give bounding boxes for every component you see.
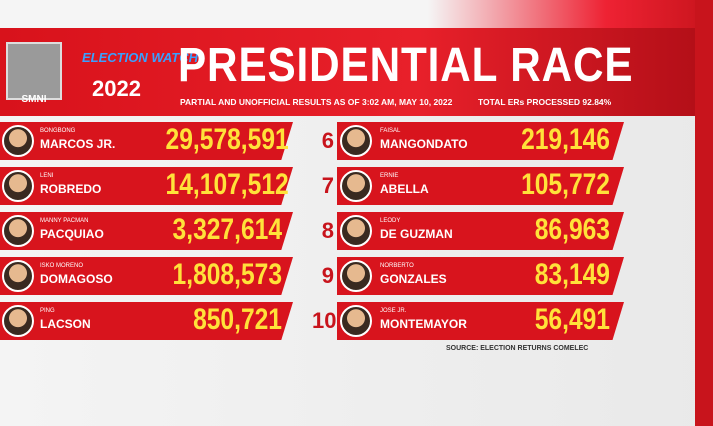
candidate-bar: [337, 122, 624, 160]
source: SOURCE: ELECTION RETURNS COMELEC: [446, 345, 589, 352]
rank: 7: [321, 173, 334, 198]
first-name: LENI: [40, 173, 54, 179]
last-name: MONTEMAYOR: [380, 317, 467, 331]
subtitle: PARTIAL AND UNOFFICIAL RESULTS AS OF 3:0…: [180, 97, 453, 107]
votes: 219,146: [521, 123, 610, 156]
last-name: LACSON: [40, 317, 91, 331]
processed: TOTAL ERs PROCESSED 92.84%: [478, 97, 612, 107]
last-name: DOMAGOSO: [40, 272, 113, 286]
rank: 8: [321, 218, 334, 243]
candidate-bar: [337, 167, 624, 205]
votes: 83,149: [534, 258, 610, 291]
votes: 1,808,573: [172, 258, 282, 291]
last-name: MANGONDATO: [380, 137, 468, 151]
candidate-photo: [2, 215, 34, 247]
candidate-photo: [2, 305, 34, 337]
candidate-bar: [337, 212, 624, 250]
first-name: MANNY PACMAN: [40, 218, 89, 224]
first-name: BONGBONG: [40, 128, 76, 134]
candidate-photo: [340, 125, 372, 157]
candidate-bar: [0, 122, 293, 160]
votes: 56,491: [534, 303, 610, 336]
last-name: MARCOS JR.: [40, 137, 116, 151]
first-name: PING: [40, 308, 55, 314]
rank: 9: [321, 263, 334, 288]
logo: [6, 42, 62, 100]
first-name: LEODY: [380, 218, 401, 224]
candidate-bar: [337, 257, 624, 295]
last-name: GONZALES: [380, 272, 447, 286]
candidate-photo: [340, 305, 372, 337]
last-name: PACQUIAO: [40, 227, 104, 241]
candidate-bar: [337, 302, 624, 340]
first-name: NORBERTO: [380, 263, 414, 269]
title: PRESIDENTIAL RACE: [178, 39, 634, 92]
votes: 105,772: [521, 168, 610, 201]
candidate-photo: [340, 170, 372, 202]
candidate-bar: [0, 212, 293, 250]
first-name: FAISAL: [380, 128, 401, 134]
header-band: [0, 28, 695, 116]
last-name: DE GUZMAN: [380, 227, 453, 241]
badge-year: 2022: [92, 76, 141, 101]
top-strip: [0, 0, 713, 28]
first-name: ISKO MORENO: [40, 263, 84, 269]
rank: 6: [321, 128, 334, 153]
brand: SMNI: [21, 94, 47, 105]
candidate-photo: [2, 170, 34, 202]
candidate-bar: [0, 257, 293, 295]
candidate-bar: [0, 167, 293, 205]
candidate-photo: [2, 125, 34, 157]
frame: [695, 0, 713, 426]
candidate-photo: [340, 215, 372, 247]
votes: 29,578,591: [165, 123, 289, 156]
first-name: JOSE JR.: [380, 308, 407, 314]
votes: 86,963: [534, 213, 610, 246]
votes: 14,107,512: [165, 168, 289, 201]
votes: 3,327,614: [172, 213, 282, 246]
last-name: ROBREDO: [40, 182, 102, 196]
last-name: ABELLA: [380, 182, 429, 196]
rank: 10: [312, 308, 337, 333]
candidate-photo: [340, 260, 372, 292]
candidate-bar: [0, 302, 293, 340]
first-name: ERNIE: [380, 173, 399, 179]
votes: 850,721: [193, 303, 282, 336]
badge-top: ELECTION WATCH: [82, 50, 199, 65]
candidate-photo: [2, 260, 34, 292]
